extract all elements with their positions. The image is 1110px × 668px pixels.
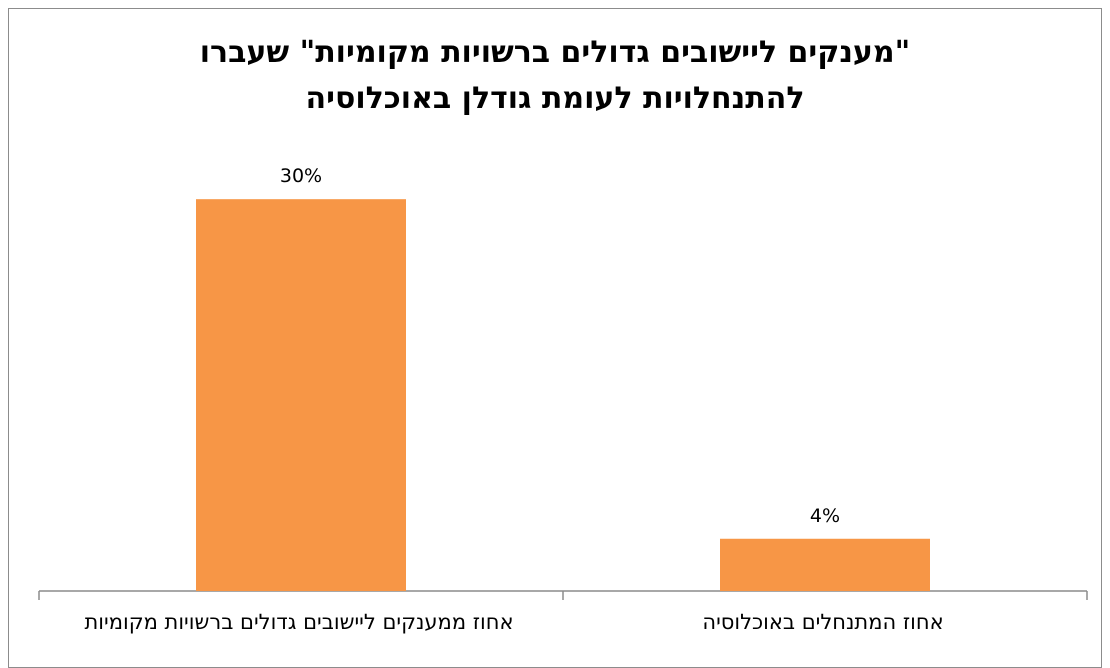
bar-1 xyxy=(196,199,406,591)
bar-2 xyxy=(720,538,930,591)
data-label-1: 30% xyxy=(280,165,322,187)
category-label-settlers: אחוז המתנחלים באוכלוסיה xyxy=(702,610,944,634)
chart-title-line-1: "מענקים ליישובים גדולים ברשויות מקומיות"… xyxy=(199,35,911,70)
chart-title-line-2: להתנחלויות לעומת גודלן באוכלוסיה xyxy=(305,81,805,116)
category-label-grants: אחוז ממענקים ליישובים גדולים ברשויות מקו… xyxy=(84,610,514,634)
bar-chart: 30% 4% xyxy=(38,165,1088,600)
data-label-2: 4% xyxy=(810,505,840,527)
chart-title: "מענקים ליישובים גדולים ברשויות מקומיות"… xyxy=(0,30,1110,122)
